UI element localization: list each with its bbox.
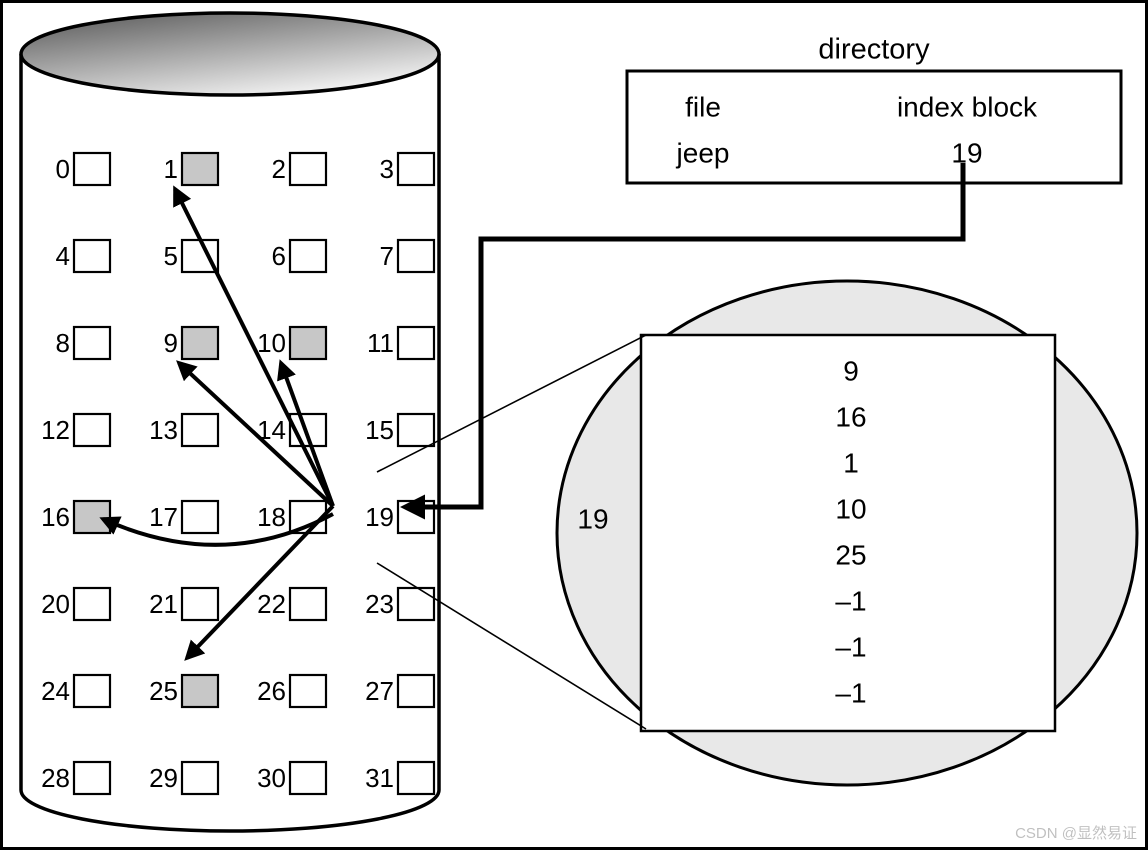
disk-block-8 <box>74 327 110 359</box>
svg-text:5: 5 <box>164 241 178 271</box>
disk-block-13 <box>182 414 218 446</box>
svg-text:3: 3 <box>380 154 394 184</box>
directory-header-index: index block <box>897 91 1038 122</box>
index-entry-7: –1 <box>835 677 866 708</box>
svg-text:21: 21 <box>149 589 178 619</box>
watermark: CSDN @显然易证 <box>1015 822 1137 843</box>
diagram-frame: 0123456789101112131415161718192021222324… <box>0 0 1148 850</box>
disk-block-20 <box>74 588 110 620</box>
svg-text:29: 29 <box>149 763 178 793</box>
disk-block-30 <box>290 762 326 794</box>
disk-block-4 <box>74 240 110 272</box>
diagram-svg: 0123456789101112131415161718192021222324… <box>3 3 1145 847</box>
svg-text:0: 0 <box>56 154 70 184</box>
svg-text:24: 24 <box>41 676 70 706</box>
svg-text:10: 10 <box>257 328 286 358</box>
disk-block-7 <box>398 240 434 272</box>
disk-block-3 <box>398 153 434 185</box>
disk-block-29 <box>182 762 218 794</box>
svg-text:26: 26 <box>257 676 286 706</box>
disk-block-16 <box>74 501 110 533</box>
svg-text:27: 27 <box>365 676 394 706</box>
disk-block-31 <box>398 762 434 794</box>
svg-text:4: 4 <box>56 241 70 271</box>
svg-text:18: 18 <box>257 502 286 532</box>
disk-block-9 <box>182 327 218 359</box>
disk-block-15 <box>398 414 434 446</box>
svg-text:11: 11 <box>367 328 394 358</box>
disk-block-24 <box>74 675 110 707</box>
svg-text:28: 28 <box>41 763 70 793</box>
disk-block-17 <box>182 501 218 533</box>
svg-text:30: 30 <box>257 763 286 793</box>
svg-text:31: 31 <box>365 763 394 793</box>
directory-header-file: file <box>685 91 721 122</box>
directory-row-index: 19 <box>951 137 982 168</box>
svg-text:17: 17 <box>149 502 178 532</box>
index-entry-1: 16 <box>835 401 866 432</box>
svg-text:7: 7 <box>380 241 394 271</box>
directory-row-file: jeep <box>676 137 730 168</box>
svg-text:1: 1 <box>164 154 178 184</box>
directory-title: directory <box>818 34 930 66</box>
disk-block-22 <box>290 588 326 620</box>
disk-block-23 <box>398 588 434 620</box>
svg-text:9: 9 <box>164 328 178 358</box>
svg-text:8: 8 <box>56 328 70 358</box>
svg-text:19: 19 <box>365 502 394 532</box>
disk-block-12 <box>74 414 110 446</box>
index-entry-4: 25 <box>835 539 866 570</box>
disk-block-2 <box>290 153 326 185</box>
index-entry-5: –1 <box>835 585 866 616</box>
disk-block-11 <box>398 327 434 359</box>
index-block-box <box>641 335 1055 731</box>
svg-text:2: 2 <box>272 154 286 184</box>
svg-text:23: 23 <box>365 589 394 619</box>
index-entry-3: 10 <box>835 493 866 524</box>
svg-text:22: 22 <box>257 589 286 619</box>
disk-block-21 <box>182 588 218 620</box>
svg-text:20: 20 <box>41 589 70 619</box>
disk-block-25 <box>182 675 218 707</box>
index-block-label: 19 <box>577 503 608 534</box>
disk-block-0 <box>74 153 110 185</box>
index-entry-2: 1 <box>843 447 859 478</box>
disk-block-27 <box>398 675 434 707</box>
index-entry-6: –1 <box>835 631 866 662</box>
svg-text:16: 16 <box>41 502 70 532</box>
svg-text:13: 13 <box>149 415 178 445</box>
disk-block-6 <box>290 240 326 272</box>
svg-text:25: 25 <box>149 676 178 706</box>
disk-block-1 <box>182 153 218 185</box>
disk-block-28 <box>74 762 110 794</box>
svg-text:12: 12 <box>41 415 70 445</box>
cylinder-top <box>21 13 439 95</box>
index-entry-0: 9 <box>843 355 859 386</box>
disk-block-26 <box>290 675 326 707</box>
disk-block-10 <box>290 327 326 359</box>
svg-text:15: 15 <box>365 415 394 445</box>
svg-text:6: 6 <box>272 241 286 271</box>
